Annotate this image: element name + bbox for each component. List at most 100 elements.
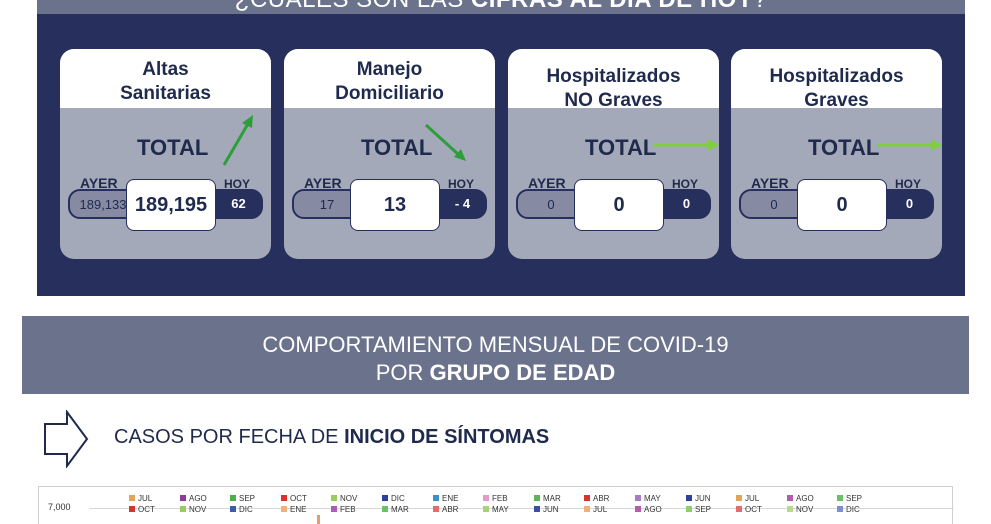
card-title: Manejo Domiciliario [335,59,444,104]
legend-label: OCT [138,505,155,514]
ayer-label: AYER [80,175,118,191]
legend-item-mar: MAR [382,505,409,514]
legend-label: ENE [442,494,459,503]
chart-bar-partial [317,515,320,524]
legend-item-dic: DIC [382,494,405,503]
daily-figures-panel: ¿CUÁLES SON LAS CIFRAS AL DÍA DE HOY? Al… [37,0,965,296]
cases-by-symptom-onset-title: CASOS POR FECHA DE INICIO DE SÍNTOMAS [114,426,550,448]
hoy-label: HOY [672,177,699,191]
legend-label: MAY [644,494,661,503]
hoy-pill: 62 [216,189,263,219]
legend-item-ene: ENE [433,494,458,503]
card-header: Hospitalizados Graves [731,49,942,111]
card-manejo-domiciliario: Manejo Domiciliario TOTAL 17 AYER - 4 HO… [284,49,495,259]
hoy-label: HOY [448,177,475,191]
card-title: Hospitalizados NO Graves [546,66,681,111]
ayer-value: 0 [547,197,555,212]
total-label: TOTAL [361,135,433,160]
legend-label: AGO [644,505,662,514]
legend-item-jun: JUN [534,505,559,514]
legend-swatch [281,495,287,501]
arrow-right-outline-icon [44,410,89,468]
card-header: Hospitalizados NO Graves [508,49,719,111]
legend-item-nov: NOV [787,505,813,514]
legend-swatch [180,506,186,512]
legend-item-ene: ENE [281,505,306,514]
legend-swatch [837,506,843,512]
legend-label: MAR [543,494,561,503]
legend-swatch [230,506,236,512]
legend-label: SEP [695,505,712,514]
legend-label: AGO [189,494,207,503]
hoy-label: HOY [895,177,922,191]
legend-swatch [129,506,135,512]
legend-swatch [736,506,742,512]
age-group-subtitle: POR GRUPO DE EDAD [375,360,616,385]
legend-swatch [787,506,793,512]
legend-label: JUL [138,494,153,503]
legend-item-feb: FEB [331,505,356,514]
legend-swatch [686,495,692,501]
legend-label: DIC [391,494,405,503]
card-hospitalizados-graves: Hospitalizados Graves TOTAL 0 AYER 0 HOY… [731,49,942,259]
legend-item-abr: ABR [433,505,458,514]
monthly-behavior-title: COMPORTAMIENTO MENSUAL DE COVID-19 [262,332,729,357]
legend-item-oct: OCT [129,505,155,514]
legend-swatch [433,506,439,512]
legend-label: ABR [593,494,610,503]
legend-item-jul: JUL [584,505,607,514]
legend-swatch [736,495,742,501]
card-hospitalizados-no-graves: Hospitalizados NO Graves TOTAL 0 AYER 0 … [508,49,719,259]
total-label: TOTAL [137,135,209,160]
trend-down-arrow-icon [424,123,466,161]
legend-swatch [483,506,489,512]
legend-item-oct: OCT [281,494,307,503]
card-title: Altas Sanitarias [120,59,211,104]
monthly-behavior-header: COMPORTAMIENTO MENSUAL DE COVID-19 POR G… [22,316,969,394]
legend-swatch [787,495,793,501]
legend-swatch [331,506,337,512]
hoy-pill: 0 [664,189,711,219]
legend-label: JUL [745,494,760,503]
card-altas-sanitarias: Altas Sanitarias TOTAL 189,133 AYER 62 H… [60,49,271,259]
legend-swatch [534,506,540,512]
legend-item-nov: NOV [180,505,206,514]
ayer-value: 0 [770,197,778,212]
legend-swatch [635,506,641,512]
legend-item-jul: JUL [736,494,759,503]
legend-item-abr: ABR [584,494,609,503]
legend-item-sep: SEP [686,505,711,514]
legend-label: OCT [290,494,307,503]
legend-label: FEB [492,494,508,503]
ayer-value: 189,133 [79,197,127,212]
total-value: 13 [383,194,407,216]
hoy-label: HOY [224,177,251,191]
trend-flat-arrow-icon [654,139,719,151]
legend-swatch [837,495,843,501]
hoy-pill: - 4 [440,189,487,219]
card-header: Manejo Domiciliario [284,49,495,108]
legend-label: MAY [492,505,509,514]
legend-swatch [281,506,287,512]
card-header: Altas Sanitarias [60,49,271,108]
total-label: TOTAL [808,135,880,160]
legend-item-sep: SEP [837,494,862,503]
legend-label: JUL [593,505,608,514]
trend-up-arrow-icon [222,115,253,166]
legend-swatch [483,495,489,501]
legend-swatch [686,506,692,512]
legend-swatch [584,506,590,512]
legend-label: FEB [340,505,356,514]
total-value: 189,195 [134,194,208,216]
legend-swatch [534,495,540,501]
legend-swatch [433,495,439,501]
legend-item-jul: JUL [129,494,152,503]
total-value: 0 [613,194,625,216]
legend-swatch [180,495,186,501]
legend-item-mar: MAR [534,494,561,503]
legend-item-may: MAY [483,505,509,514]
legend-item-nov: NOV [331,494,357,503]
legend-label: AGO [796,494,814,503]
legend-label: ENE [290,505,307,514]
legend-item-may: MAY [635,494,661,503]
